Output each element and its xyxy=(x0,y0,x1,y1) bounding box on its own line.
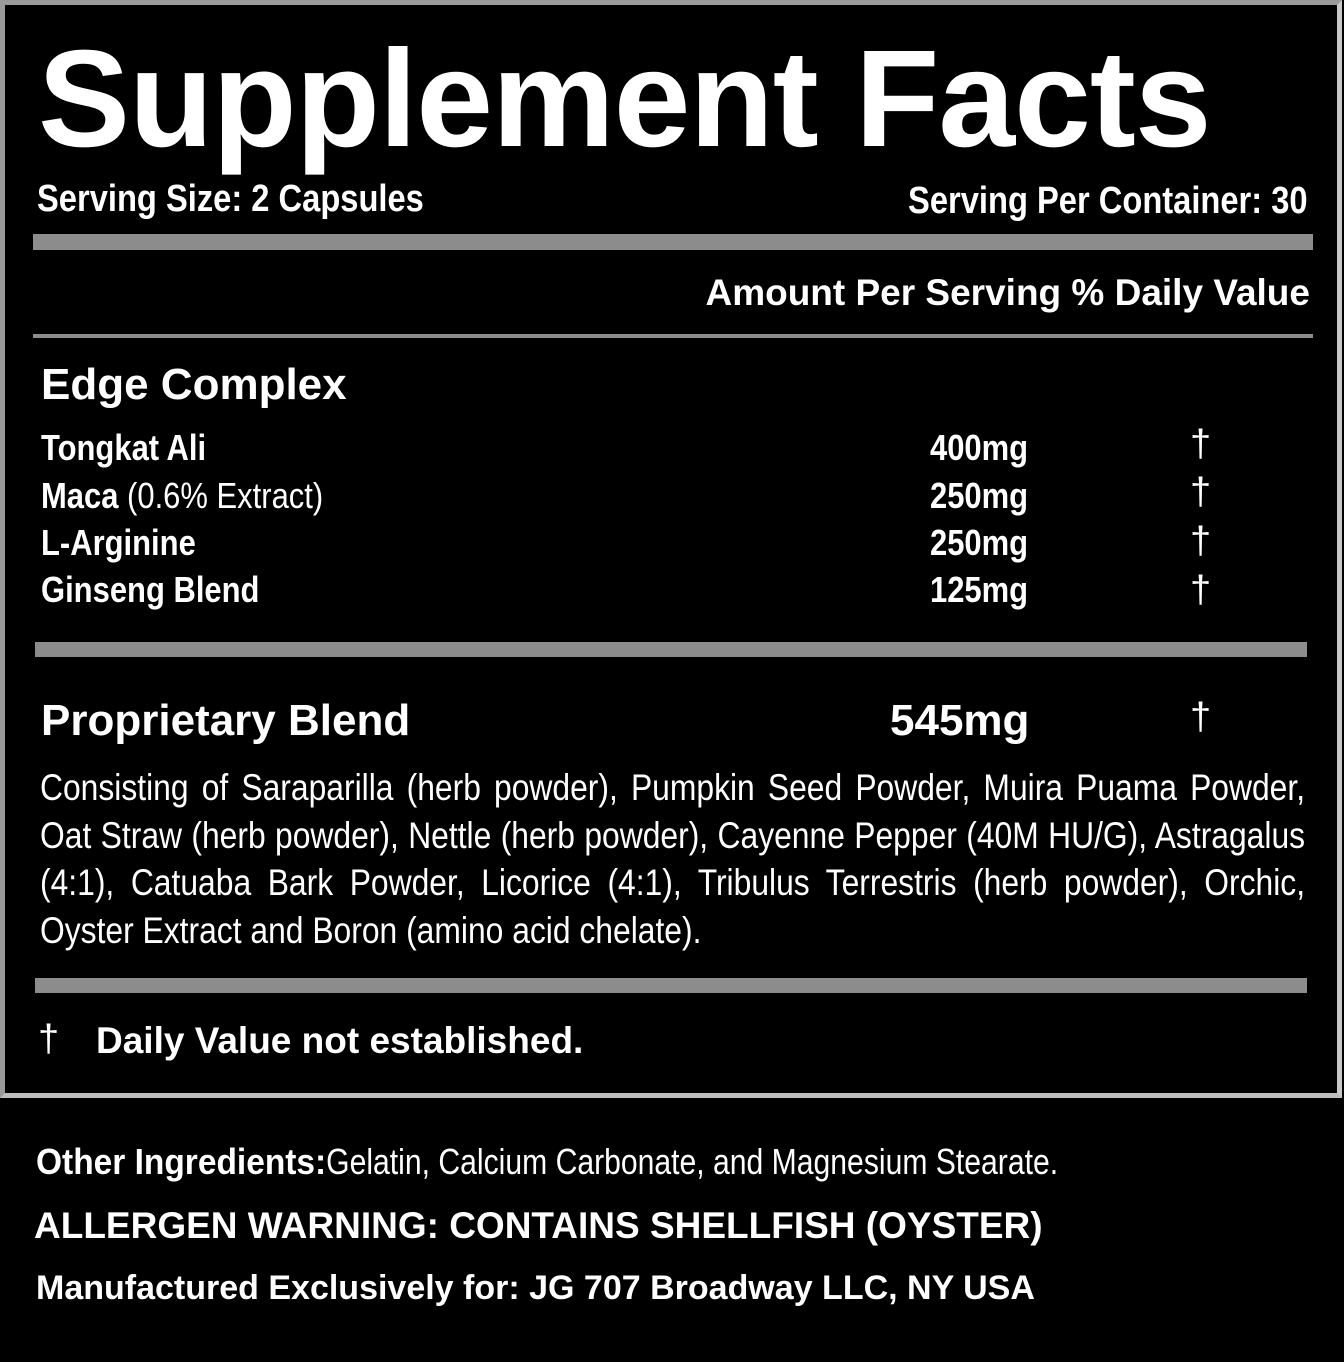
facts-panel-border xyxy=(0,0,1342,1098)
dagger-icon: † xyxy=(1190,471,1212,513)
servings-per-container: Serving Per Container: 30 xyxy=(908,180,1308,222)
dagger-icon: † xyxy=(1190,423,1212,465)
divider-thick xyxy=(33,234,1313,250)
ingredient-note: (0.6% Extract) xyxy=(118,475,324,516)
divider-thick xyxy=(35,642,1307,657)
ingredient-name: L-Arginine xyxy=(41,522,196,563)
ingredient-amount: 400mg xyxy=(930,427,1029,468)
serving-size: Serving Size: 2 Capsules xyxy=(37,178,424,220)
ingredient-name: Tongkat Ali xyxy=(41,427,207,468)
dagger-icon: † xyxy=(1190,520,1212,562)
manufacturer: Manufactured Exclusively for: JG 707 Bro… xyxy=(36,1269,1035,1307)
allergen-warning: ALLERGEN WARNING: CONTAINS SHELLFISH (OY… xyxy=(34,1205,1043,1246)
proprietary-blend-heading: Proprietary Blend xyxy=(41,696,411,745)
ingredient-amount: 250mg xyxy=(930,475,1029,516)
edge-complex-heading: Edge Complex xyxy=(41,360,347,409)
dagger-icon: † xyxy=(38,1018,60,1060)
dagger-icon: † xyxy=(1190,569,1212,611)
divider-thin xyxy=(33,334,1313,338)
footnote-text: Daily Value not established. xyxy=(96,1020,584,1061)
proprietary-blend-description: Consisting of Saraparilla (herb powder),… xyxy=(40,767,1306,951)
column-header: Amount Per Serving % Daily Value xyxy=(705,272,1310,313)
divider-thick xyxy=(35,978,1307,993)
ingredient-name: Maca xyxy=(41,475,119,516)
dagger-icon: † xyxy=(1190,696,1212,738)
ingredient-amount: 125mg xyxy=(930,569,1029,610)
other-ingredients-text: Gelatin, Calcium Carbonate, and Magnesiu… xyxy=(326,1141,1059,1182)
ingredient-amount: 250mg xyxy=(930,522,1029,563)
ingredient-name: Ginseng Blend xyxy=(41,569,260,610)
other-ingredients-label: Other Ingredients: xyxy=(36,1141,327,1182)
page-title: Supplement Facts xyxy=(38,22,1212,176)
proprietary-blend-amount: 545mg xyxy=(890,696,1030,745)
